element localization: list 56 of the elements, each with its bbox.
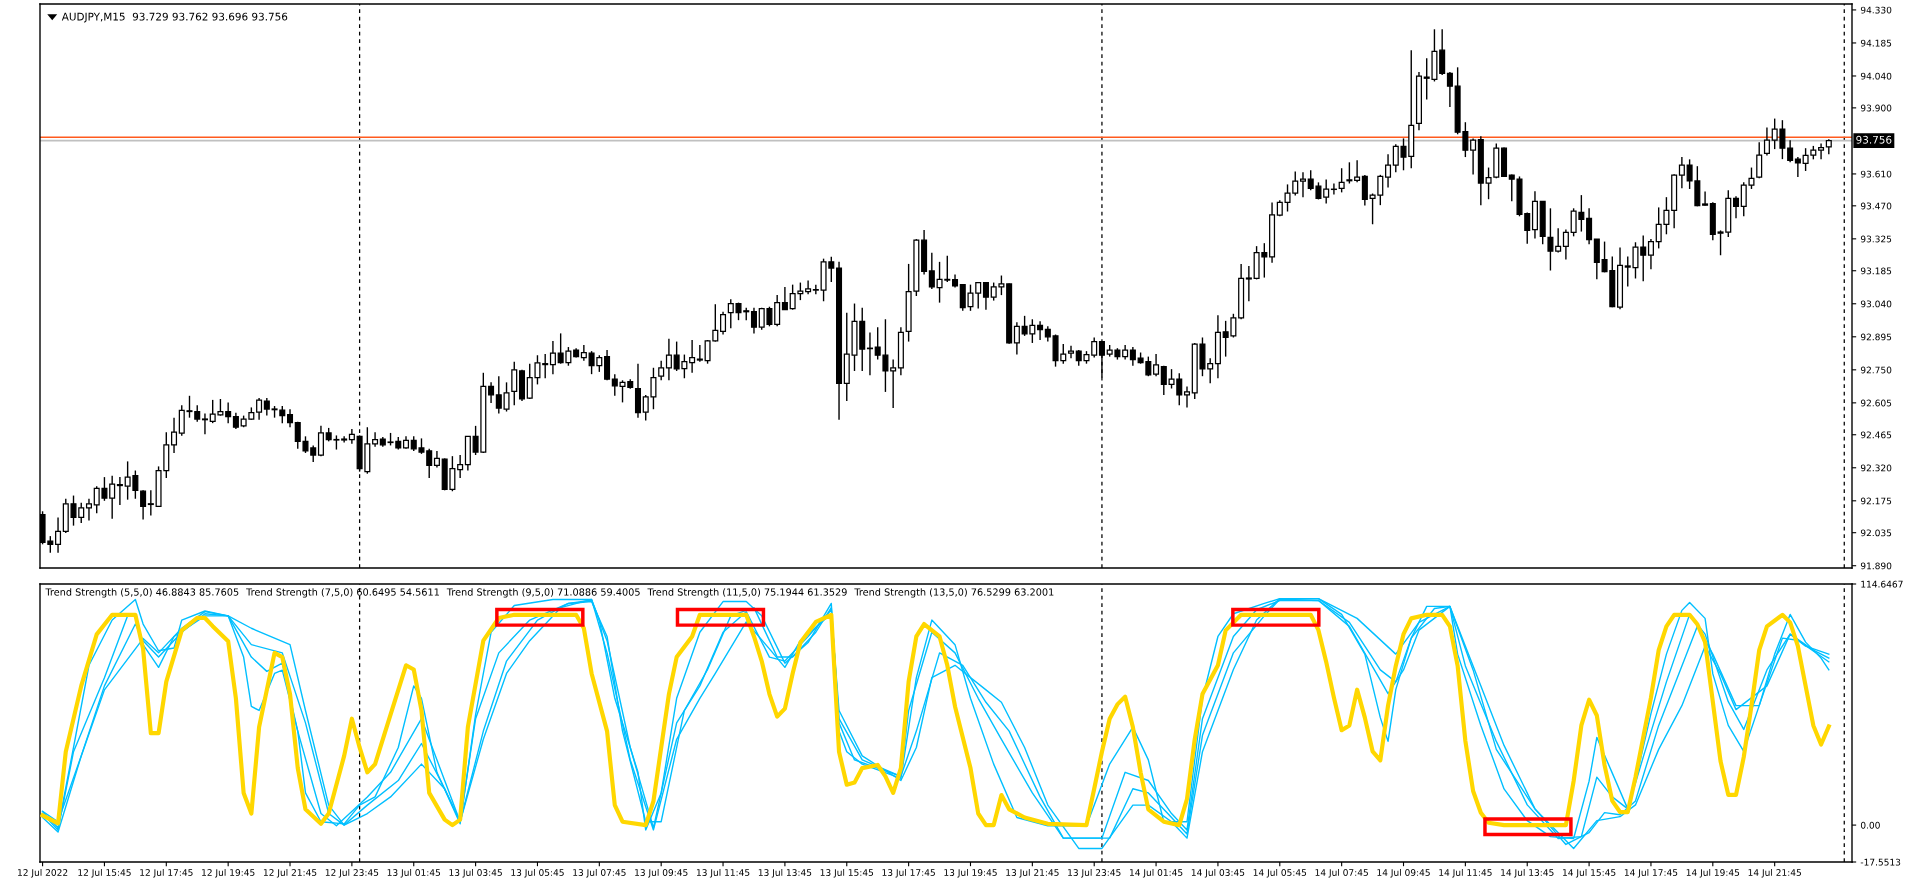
y-tick-label: 93.900 [1860, 104, 1892, 112]
x-tick-label: 13 Jul 07:45 [573, 868, 626, 878]
y-tick-label: 94.040 [1860, 72, 1892, 80]
x-tick-label: 13 Jul 17:45 [882, 868, 935, 878]
x-tick-label: 13 Jul 21:45 [1006, 868, 1059, 878]
x-tick-label: 14 Jul 11:45 [1439, 868, 1492, 878]
y-tick-label: 92.320 [1860, 464, 1892, 472]
x-tick-label: 14 Jul 07:45 [1315, 868, 1368, 878]
y-tick-label: 94.185 [1860, 39, 1892, 47]
annotation: Trend Strength (13,5,0) 76.5299 63.2001 [854, 588, 1054, 598]
x-tick-label: 13 Jul 15:45 [820, 868, 874, 878]
y-tick-label: 93.470 [1860, 202, 1892, 210]
x-tick-label: 13 Jul 05:45 [511, 868, 564, 878]
y-tick-label: 93.040 [1860, 300, 1892, 308]
y-tick-label: 92.035 [1860, 529, 1892, 537]
y-tick-label: 0.00 [1860, 821, 1880, 829]
x-tick-label: 14 Jul 13:45 [1501, 868, 1554, 878]
y-tick-label: 93.185 [1860, 267, 1892, 275]
x-tick-label: 13 Jul 11:45 [696, 868, 750, 878]
x-tick-label: 12 Jul 2022 [18, 868, 68, 878]
x-tick-label: 12 Jul 17:45 [140, 868, 193, 878]
annotation: Trend Strength (11,5,0) 75.1944 61.3529 [647, 588, 847, 598]
y-tick-label: 92.175 [1860, 497, 1892, 505]
x-tick-label: 14 Jul 21:45 [1748, 868, 1801, 878]
y-tick-label: 93.325 [1860, 235, 1892, 243]
x-tick-label: 13 Jul 03:45 [449, 868, 502, 878]
y-tick-label: 92.750 [1860, 366, 1892, 374]
x-tick-label: 12 Jul 23:45 [325, 868, 379, 878]
x-tick-label: 12 Jul 15:45 [78, 868, 131, 878]
ref-line-label: 93.756 [1856, 135, 1892, 144]
text: AUDJPY,M15 93.729 93.762 93.696 93.756 [61, 12, 288, 23]
x-tick-label: 13 Jul 01:45 [387, 868, 441, 878]
y-tick-label: -17.5513 [1860, 858, 1901, 866]
x-tick-label: 14 Jul 01:45 [1129, 868, 1183, 878]
annotation: Trend Strength (7,5,0) 60.6495 54.5611 [246, 588, 439, 598]
x-tick-label: 13 Jul 19:45 [944, 868, 997, 878]
x-tick-label: 12 Jul 21:45 [263, 868, 317, 878]
x-tick-label: 14 Jul 05:45 [1253, 868, 1307, 878]
x-tick-label: 13 Jul 23:45 [1068, 868, 1121, 878]
y-tick-label: 92.465 [1860, 431, 1892, 439]
x-tick-label: 14 Jul 09:45 [1377, 868, 1430, 878]
x-tick-label: 12 Jul 19:45 [202, 868, 255, 878]
annotation: Trend Strength (9,5,0) 71.0886 59.4005 [446, 588, 640, 598]
x-tick-label: 14 Jul 19:45 [1686, 868, 1740, 878]
y-tick-label: 91.890 [1860, 562, 1892, 570]
y-tick-label: 92.895 [1860, 333, 1892, 341]
x-tick-label: 14 Jul 15:45 [1563, 868, 1616, 878]
y-tick-label: 92.605 [1860, 399, 1892, 407]
x-tick-label: 14 Jul 03:45 [1191, 868, 1245, 878]
annotation: Trend Strength (5,5,0) 46.8843 85.7605 [45, 588, 239, 598]
x-tick-label: 13 Jul 13:45 [758, 868, 812, 878]
y-tick-label: 94.330 [1860, 6, 1892, 14]
x-tick-label: 13 Jul 09:45 [635, 868, 688, 878]
y-tick-label: 114.6467 [1861, 580, 1903, 588]
x-tick-label: 14 Jul 17:45 [1624, 868, 1678, 878]
y-tick-label: 93.610 [1860, 170, 1892, 178]
